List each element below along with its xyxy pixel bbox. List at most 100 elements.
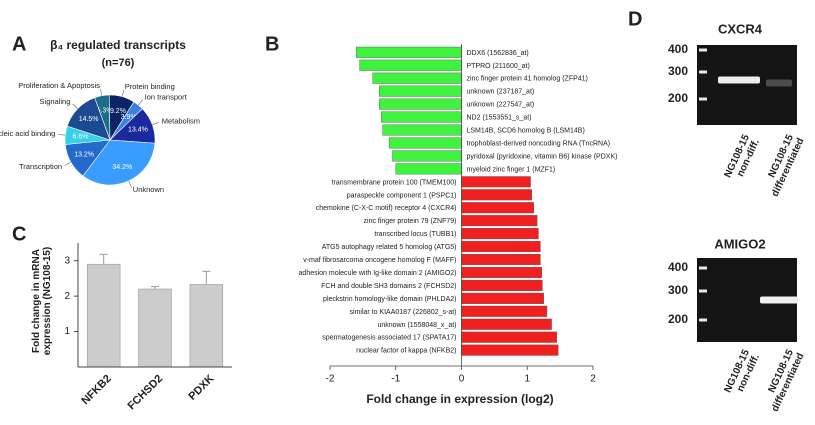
bar bbox=[461, 292, 544, 304]
category-label: zinc finger protein 79 (ZNF79) bbox=[364, 218, 457, 225]
chart-title: β₄ regulated transcripts bbox=[50, 38, 186, 52]
bar bbox=[461, 279, 543, 291]
slice-value-label: 13.4% bbox=[128, 127, 148, 134]
slice-value-label: 13.2% bbox=[74, 151, 94, 158]
y-tick-label: 3 bbox=[64, 255, 70, 266]
panel-letter: B bbox=[265, 33, 279, 55]
category-label: similar to KIAA0187 (226802_s-at) bbox=[350, 309, 457, 316]
ladder-band bbox=[699, 70, 707, 74]
leader-line bbox=[58, 134, 66, 136]
gel-band bbox=[760, 296, 798, 304]
category-label: pleckstrin homology-like domain (PHLDA2) bbox=[323, 296, 456, 303]
x-tick-label: NFKB2 bbox=[79, 373, 113, 407]
panel-letter: A bbox=[12, 33, 26, 55]
bar bbox=[379, 98, 462, 110]
slice-value-label: 9.2% bbox=[110, 108, 126, 115]
leader-line bbox=[121, 89, 125, 97]
x-tick-label: -2 bbox=[326, 374, 335, 385]
x-tick-label: 1 bbox=[524, 374, 530, 385]
x-tick-label: 0 bbox=[459, 374, 465, 385]
category-label: transcribed locus (TUBB1) bbox=[374, 231, 456, 238]
x-tick-label: -1 bbox=[391, 374, 400, 385]
category-label: unknown (237187_at) bbox=[467, 89, 535, 96]
bar bbox=[461, 331, 558, 343]
ladder-label: 400 bbox=[668, 42, 688, 56]
ladder-band bbox=[699, 289, 707, 293]
panel-letter: D bbox=[628, 8, 642, 30]
y-tick-label: 1 bbox=[64, 326, 70, 337]
bar bbox=[461, 189, 533, 201]
bar bbox=[395, 163, 462, 175]
bar bbox=[461, 305, 548, 317]
slice-category-label: Protein binding bbox=[125, 82, 175, 91]
category-label: transmembrane protein 100 (TMEM100) bbox=[332, 179, 457, 186]
panel-letter: C bbox=[12, 223, 26, 245]
slice-category-label: Metabolism bbox=[162, 116, 200, 125]
category-label: pyridoxal (pyridoxine, vitamin B6) kinas… bbox=[467, 153, 618, 160]
slice-category-label: Proliferation & Apoptosis bbox=[18, 81, 100, 90]
bar bbox=[359, 59, 462, 71]
category-label: unknown (1558048_x_at) bbox=[377, 322, 456, 329]
bar bbox=[461, 241, 541, 253]
gel-title: CXCR4 bbox=[718, 21, 763, 36]
bar bbox=[461, 202, 535, 214]
slice-category-label: Nucleic acid binding bbox=[0, 129, 55, 138]
ladder-band bbox=[699, 48, 707, 52]
leader-line bbox=[152, 122, 159, 125]
category-label: chemokine (C-X-C motif) receptor 4 (CXCR… bbox=[316, 205, 457, 212]
y-axis-title: Fold change in mRNA expression (NG108-15… bbox=[31, 246, 53, 356]
bar bbox=[189, 284, 224, 368]
leader-line bbox=[64, 161, 71, 166]
ladder-label: 200 bbox=[668, 91, 688, 105]
category-label: LSM14B, SCD6 homolog B (LSM14B) bbox=[467, 128, 585, 135]
ladder-band bbox=[699, 266, 707, 270]
category-label: v-maf fibrosarcoma oncogene homolog F (M… bbox=[303, 257, 456, 264]
leader-line bbox=[100, 88, 103, 96]
x-tick-label: PDXK bbox=[186, 373, 216, 403]
leader-line bbox=[138, 99, 143, 106]
ladder-label: 300 bbox=[668, 64, 688, 78]
slice-category-label: Unknown bbox=[133, 185, 164, 194]
bar bbox=[388, 137, 462, 149]
bar bbox=[461, 215, 538, 227]
bar bbox=[461, 228, 539, 240]
chart-subtitle: (n=76) bbox=[102, 57, 135, 69]
ladder-band bbox=[699, 318, 707, 322]
bar bbox=[461, 253, 541, 266]
bar bbox=[461, 344, 559, 356]
gel-title: AMIGO2 bbox=[714, 236, 765, 251]
gel-image bbox=[697, 45, 797, 125]
gel-band bbox=[766, 79, 792, 87]
category-label: DDX6 (1562836_at) bbox=[467, 50, 529, 57]
bar bbox=[86, 263, 121, 368]
ladder-band bbox=[699, 97, 707, 101]
ladder-label: 300 bbox=[668, 283, 688, 297]
category-label: ATG5 autophagy related 5 homolog (ATG5) bbox=[322, 244, 457, 251]
slice-value-label: 5.3% bbox=[97, 108, 113, 115]
category-label: zinc finger protein 41 homolog (ZFP41) bbox=[467, 76, 588, 83]
bar bbox=[356, 46, 462, 58]
bar bbox=[382, 124, 462, 136]
bar bbox=[379, 85, 462, 97]
category-label: myeloid zinc finger 1 (MZF1) bbox=[467, 166, 556, 173]
leader-line bbox=[128, 180, 132, 188]
category-label: ND2 (1553551_s_at) bbox=[467, 115, 532, 122]
category-label: PTPRO (211600_at) bbox=[467, 63, 530, 70]
bar bbox=[372, 72, 462, 84]
bar bbox=[461, 318, 552, 330]
bar bbox=[392, 150, 462, 162]
category-label: unknown (227547_at) bbox=[467, 102, 535, 109]
slice-category-label: Transcription bbox=[19, 162, 62, 171]
slice-value-label: 3.9% bbox=[121, 114, 137, 121]
ladder-label: 200 bbox=[668, 312, 688, 326]
bar bbox=[138, 288, 172, 368]
ladder-label: 400 bbox=[668, 260, 688, 274]
category-label: paraspeckle component 1 (PSPC1) bbox=[347, 192, 457, 199]
bar bbox=[461, 176, 531, 188]
category-label: adhesion molecule with Ig-like domain 2 … bbox=[299, 270, 457, 277]
bar bbox=[461, 266, 542, 278]
x-tick-label: 2 bbox=[590, 374, 596, 385]
gel-band bbox=[718, 76, 760, 84]
